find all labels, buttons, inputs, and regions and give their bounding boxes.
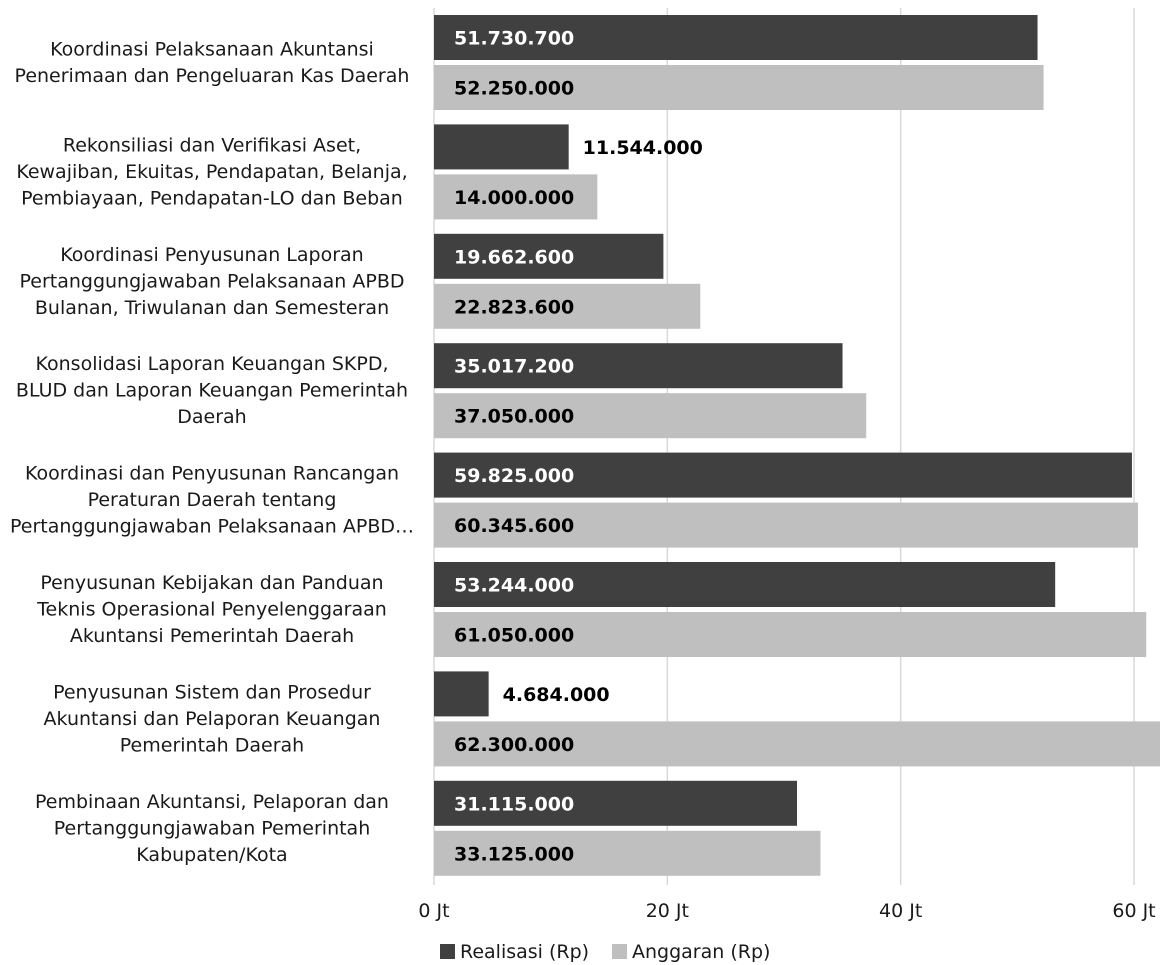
x-tick-label: 60 Jt xyxy=(1112,900,1155,922)
x-tick-label: 20 Jt xyxy=(646,900,689,922)
x-axis-ticks: 0 Jt 20 Jt 40 Jt 60 Jt xyxy=(418,900,1155,922)
category-label-line: Penyusunan Kebijakan dan Panduan xyxy=(40,572,383,594)
data-label: 35.017.200 xyxy=(454,356,574,378)
category-label-line: Koordinasi dan Penyusunan Rancangan xyxy=(25,463,399,485)
bar-realisasi xyxy=(434,15,1038,60)
bar-realisasi xyxy=(434,452,1132,498)
data-label: 37.050.000 xyxy=(454,406,574,428)
category-label: Rekonsiliasi dan Verifikasi Aset, Kewajib… xyxy=(16,134,407,209)
category-label-line: Kabupaten/Kota xyxy=(136,844,287,866)
bar-anggaran xyxy=(434,393,867,439)
category-label-line: Penyusunan Sistem dan Prosedur xyxy=(53,681,371,703)
bar-anggaran xyxy=(434,283,701,329)
category-label: Koordinasi dan Penyusunan Rancangan Perat… xyxy=(10,463,414,538)
x-tick-label: 40 Jt xyxy=(879,900,922,922)
data-label: 51.730.700 xyxy=(454,28,574,50)
bar-realisasi xyxy=(434,671,489,717)
category-label-line: Pemerintah Daerah xyxy=(120,734,304,756)
bar-realisasi xyxy=(434,343,843,389)
data-label: 59.825.000 xyxy=(454,465,574,487)
data-label: 4.684.000 xyxy=(503,684,610,706)
data-label: 19.662.600 xyxy=(454,246,574,268)
data-label: 53.244.000 xyxy=(454,575,574,597)
category-label-line: Peraturan Daerah tentang xyxy=(88,489,337,511)
bar-realisasi xyxy=(434,780,798,826)
category-label-line: Penerimaan dan Pengeluaran Kas Daerah xyxy=(15,65,410,87)
data-label: 61.050.000 xyxy=(454,625,574,647)
data-label: 60.345.600 xyxy=(454,515,574,537)
category-label-line: BLUD dan Laporan Keuangan Pemerintah xyxy=(16,380,408,402)
category-label-line: Pertanggungjawaban Pelaksanaan APBD… xyxy=(10,516,414,538)
category-label: Koordinasi Pelaksanaan Akuntansi Penerima… xyxy=(15,38,410,87)
data-label: 52.250.000 xyxy=(454,78,574,100)
bar-anggaran xyxy=(434,502,1139,548)
legend-label: Anggaran (Rp) xyxy=(632,941,770,963)
bar-anggaran xyxy=(434,65,1044,110)
category-label-line: Bulanan, Triwulanan dan Semesteran xyxy=(35,297,389,319)
bar-anggaran xyxy=(434,830,821,876)
bar-realisasi xyxy=(434,233,664,279)
category-label: Koordinasi Penyusunan Laporan Pertanggung… xyxy=(19,244,404,319)
bar-layer: 51.730.700 52.250.000 11.544.000 14.000.000… xyxy=(434,15,1160,876)
bar-anggaran xyxy=(434,174,598,220)
category-label-line: Daerah xyxy=(177,406,246,428)
category-label-line: Pertanggungjawaban Pelaksanaan APBD xyxy=(19,270,404,292)
category-labels: Koordinasi Pelaksanaan Akuntansi Penerima… xyxy=(10,38,414,866)
category-label-line: Pembiayaan, Pendapatan-LO dan Beban xyxy=(21,187,403,209)
legend-label: Realisasi (Rp) xyxy=(460,941,589,963)
data-label: 31.115.000 xyxy=(454,793,574,815)
category-label: Penyusunan Sistem dan Prosedur Akuntansi … xyxy=(44,681,381,756)
legend-swatch-anggaran xyxy=(612,944,627,959)
category-label-line: Pembinaan Akuntansi, Pelaporan dan xyxy=(35,791,389,813)
category-label-line: Akuntansi dan Pelaporan Keuangan xyxy=(44,708,381,730)
category-label: Penyusunan Kebijakan dan Panduan Teknis O… xyxy=(36,572,387,647)
data-label: 62.300.000 xyxy=(454,734,574,756)
category-label-line: Koordinasi Pelaksanaan Akuntansi xyxy=(50,38,374,60)
category-label-line: Koordinasi Penyusunan Laporan xyxy=(60,244,363,266)
data-label: 14.000.000 xyxy=(454,187,574,209)
bar-realisasi xyxy=(434,124,569,170)
bar-realisasi xyxy=(434,562,1056,607)
category-label: Pembinaan Akuntansi, Pelaporan dan Pertan… xyxy=(35,791,389,866)
category-label-line: Akuntansi Pemerintah Daerah xyxy=(70,625,354,647)
category-label: Konsolidasi Laporan Keuangan SKPD, BLUD d… xyxy=(16,353,408,428)
category-label-line: Kewajiban, Ekuitas, Pendapatan, Belanja, xyxy=(16,161,407,183)
bar-anggaran xyxy=(434,721,1160,767)
category-label-line: Pertanggungjawaban Pemerintah xyxy=(54,817,371,839)
data-label: 33.125.000 xyxy=(454,843,574,865)
legend: Realisasi (Rp) Anggaran (Rp) xyxy=(440,941,770,963)
data-label: 22.823.600 xyxy=(454,296,574,318)
category-label-line: Konsolidasi Laporan Keuangan SKPD, xyxy=(36,353,389,375)
data-label: 11.544.000 xyxy=(583,137,703,159)
legend-swatch-realisasi xyxy=(440,944,455,959)
category-label-line: Rekonsiliasi dan Verifikasi Aset, xyxy=(63,134,361,156)
x-tick-label: 0 Jt xyxy=(418,900,449,922)
bar-anggaran xyxy=(434,612,1147,657)
category-label-line: Teknis Operasional Penyelenggaraan xyxy=(36,599,387,621)
